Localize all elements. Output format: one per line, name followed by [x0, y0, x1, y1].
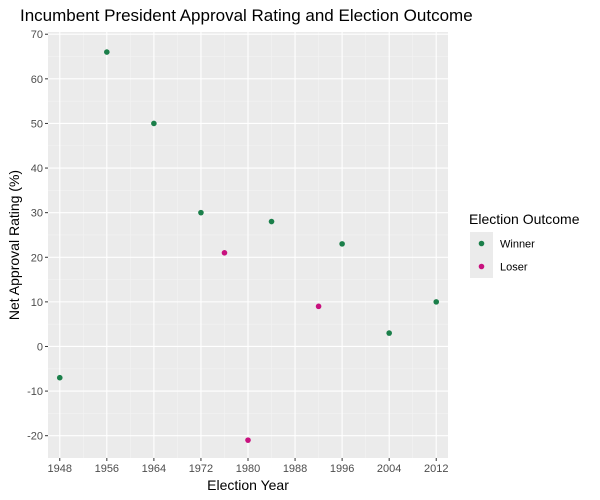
y-tick-label: 60: [31, 74, 43, 86]
point-winner: [151, 120, 157, 127]
x-axis-title: Election Year: [207, 477, 289, 493]
point-loser: [245, 437, 251, 443]
y-axis-ticks: -20 -10 0 10 20 30 40 50 60 70: [27, 29, 48, 443]
y-tick-label: 40: [31, 163, 43, 175]
y-tick-label: 50: [31, 118, 43, 130]
major-gridlines: [48, 32, 448, 458]
point-winner: [56, 374, 63, 381]
x-axis-ticks: 1948 1956 1964 1972 1980 1988 1996 2004 2012: [48, 458, 448, 475]
y-tick-label: -20: [27, 431, 43, 443]
point-winner: [268, 218, 275, 225]
y-tick-label: 70: [31, 29, 43, 41]
x-tick-label: 2012: [424, 463, 448, 475]
y-tick-label: -10: [27, 386, 43, 398]
point-winner: [104, 49, 110, 55]
x-tick-label: 1980: [236, 463, 260, 475]
legend-label-winner: Winner: [500, 239, 535, 251]
legend-marker-loser: [478, 263, 485, 270]
y-tick-label: 20: [31, 252, 43, 264]
point-loser: [315, 303, 322, 310]
y-axis-title: Net Approval Rating (%): [6, 170, 22, 320]
point-winner: [386, 330, 392, 336]
x-tick-label: 2004: [377, 463, 401, 475]
legend-marker-winner: [478, 240, 485, 247]
legend-label-loser: Loser: [500, 262, 528, 274]
y-tick-label: 0: [37, 341, 43, 353]
minor-gridlines: [48, 32, 448, 458]
point-winner: [198, 209, 204, 216]
x-tick-label: 1948: [48, 463, 72, 475]
x-tick-label: 1964: [142, 463, 166, 475]
x-tick-label: 1996: [330, 463, 354, 475]
legend: Election Outcome Winner Loser: [469, 211, 580, 278]
chart-title: Incumbent President Approval Rating and …: [20, 6, 473, 25]
x-tick-label: 1988: [283, 463, 307, 475]
legend-title: Election Outcome: [469, 211, 580, 227]
point-winner: [339, 241, 345, 247]
point-loser: [221, 250, 228, 256]
y-tick-label: 30: [31, 208, 43, 220]
data-points: [56, 49, 440, 443]
legend-items: Winner Loser: [470, 232, 535, 278]
x-tick-label: 1972: [189, 463, 213, 475]
x-tick-label: 1956: [95, 463, 119, 475]
y-tick-label: 10: [31, 297, 43, 309]
point-winner: [433, 299, 440, 305]
